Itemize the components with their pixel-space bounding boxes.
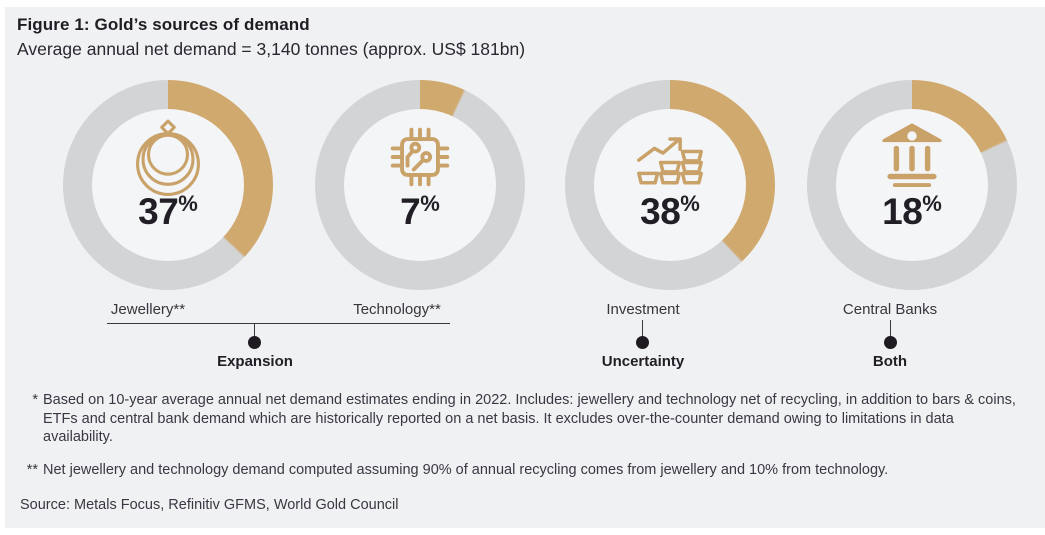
donut-value: 37% — [138, 191, 198, 232]
expansion-bracket-line — [107, 323, 450, 324]
expansion-dot — [248, 336, 261, 349]
expansion-bracket-tick — [254, 323, 255, 337]
donut-inner: 18% — [836, 109, 988, 261]
percent-sign: % — [420, 191, 440, 216]
category-label-jewellery: Jewellery** — [110, 301, 186, 318]
percent-sign: % — [922, 191, 942, 216]
category-label-central-banks: Central Banks — [842, 301, 938, 318]
donut-value: 7% — [400, 191, 440, 232]
bank-icon — [882, 123, 942, 188]
donut-value-number: 18 — [882, 191, 923, 232]
both-dot — [884, 336, 897, 349]
donut-chart-jewellery: 37% — [63, 80, 273, 290]
group-label-expansion: Expansion — [217, 353, 293, 370]
donut-inner: 37% — [92, 109, 244, 261]
footnote-1-marker: * — [32, 392, 38, 408]
donut-icon-slot — [630, 117, 710, 197]
donut-value-number: 37 — [138, 191, 179, 232]
donut-inner: 7% — [344, 109, 496, 261]
footnote-1-text: Based on 10-year average annual net dema… — [43, 392, 1016, 445]
uncertainty-dot — [636, 336, 649, 349]
footnote-2: ** Net jewellery and technology demand c… — [20, 461, 1023, 480]
donut-icon-slot — [872, 117, 952, 197]
donut-chart-investment: 38% — [565, 80, 775, 290]
group-label-uncertainty: Uncertainty — [601, 353, 685, 370]
footnote-2-marker: ** — [26, 462, 38, 478]
necklace-icon — [136, 119, 200, 196]
donut-value-number: 38 — [640, 191, 681, 232]
source-line: Source: Metals Focus, Refinitiv GFMS, Wo… — [20, 497, 399, 513]
group-label-both: Both — [872, 353, 908, 370]
donut-value: 18% — [882, 191, 942, 232]
uncertainty-connector-line — [642, 320, 643, 337]
gold-bars-icon — [637, 137, 703, 185]
donut-icon-slot — [380, 117, 460, 197]
figure-subtitle: Average annual net demand = 3,140 tonnes… — [17, 39, 526, 59]
percent-sign: % — [178, 191, 198, 216]
percent-sign: % — [680, 191, 700, 216]
both-connector-line — [890, 320, 891, 337]
footnote-2-text: Net jewellery and technology demand comp… — [43, 462, 889, 478]
donut-chart-technology: 7% — [315, 80, 525, 290]
figure-title: Figure 1: Gold’s sources of demand — [17, 15, 310, 34]
donut-icon-slot — [128, 117, 208, 197]
donut-inner: 38% — [594, 109, 746, 261]
category-label-investment: Investment — [606, 301, 680, 318]
donut-chart-central-banks: 18% — [807, 80, 1017, 290]
donut-value: 38% — [640, 191, 700, 232]
microchip-icon — [390, 127, 450, 187]
footnote-1: * Based on 10-year average annual net de… — [20, 391, 1023, 447]
donut-value-number: 7 — [400, 191, 421, 232]
category-label-technology: Technology** — [353, 301, 441, 318]
